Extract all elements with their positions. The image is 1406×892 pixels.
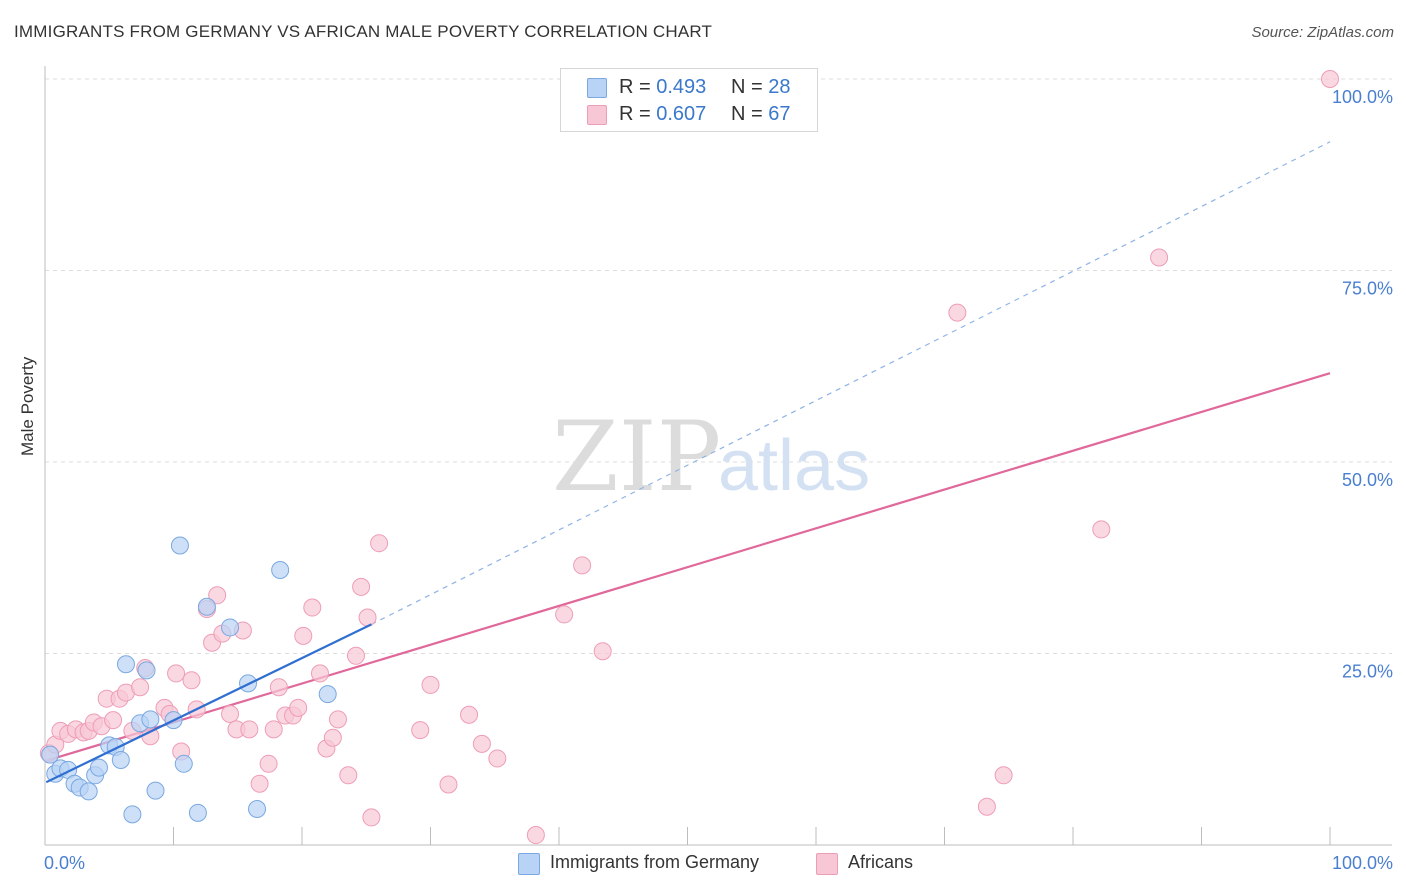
legend-r-value: 0.493 (656, 76, 707, 98)
africans-point[interactable] (1092, 520, 1111, 539)
africans-point[interactable] (289, 698, 308, 717)
africans-point[interactable] (323, 728, 342, 747)
watermark-zip: ZIP (552, 401, 721, 513)
y-tick-label: 25.0% (1342, 662, 1393, 682)
germany-point[interactable] (123, 805, 142, 824)
africans-point[interactable] (460, 705, 479, 724)
legend-n-label: N = (731, 76, 763, 98)
africans-point[interactable] (411, 721, 430, 740)
africans-trend-line (45, 372, 1331, 762)
germany-point[interactable] (188, 803, 207, 822)
germany-point[interactable] (137, 661, 156, 680)
legend-r-value: 0.607 (656, 103, 707, 125)
germany-point[interactable] (146, 781, 165, 800)
bottom-legend-swatch-pink (816, 853, 838, 875)
trend-layer (45, 141, 1331, 762)
germany-point[interactable] (89, 758, 108, 777)
africans-point[interactable] (328, 710, 347, 729)
y-tick-label: 100.0% (1332, 87, 1393, 107)
bottom-legend-label: Immigrants from Germany (550, 852, 760, 872)
bottom-legend-label: Africans (848, 852, 914, 872)
bottom-legend-swatch-blue (518, 853, 540, 875)
legend: R = 0.493 N = 28 R = 0.607 N = 67 (560, 68, 818, 132)
legend-n-value: 28 (768, 76, 791, 98)
legend-swatch-pink (587, 105, 607, 125)
germany-trend-extension (371, 141, 1331, 625)
watermark: ZIP atlas (552, 401, 870, 513)
germany-point[interactable] (197, 597, 216, 616)
points-layer (39, 70, 1339, 845)
africans-point[interactable] (221, 705, 240, 724)
africans-point[interactable] (472, 734, 491, 753)
africans-point[interactable] (370, 534, 389, 553)
legend-r-label: R = (619, 103, 651, 125)
africans-point[interactable] (131, 678, 150, 697)
africans-point[interactable] (346, 646, 365, 665)
watermark-atlas: atlas (718, 426, 870, 506)
legend-n-label: N = (731, 103, 763, 125)
africans-point[interactable] (555, 605, 574, 624)
grid-layer (45, 78, 1392, 654)
africans-point[interactable] (1321, 70, 1339, 88)
africans-point[interactable] (948, 303, 967, 322)
africans-point[interactable] (264, 720, 283, 739)
africans-point[interactable] (339, 766, 358, 785)
africans-point[interactable] (358, 608, 377, 627)
germany-point[interactable] (41, 745, 60, 764)
ticklabel-layer: 25.0% 50.0% 75.0% 100.0% 0.0% 100.0% (44, 87, 1393, 873)
legend-n-value: 67 (768, 103, 791, 125)
germany-trend-line (45, 623, 372, 784)
germany-point[interactable] (111, 750, 130, 769)
africans-point[interactable] (310, 664, 329, 683)
africans-point[interactable] (303, 598, 322, 617)
germany-point[interactable] (174, 754, 193, 773)
y-axis-label: Male Poverty (18, 356, 37, 456)
africans-point[interactable] (421, 675, 440, 694)
africans-point[interactable] (362, 808, 381, 827)
africans-point[interactable] (294, 626, 313, 645)
africans-point[interactable] (208, 586, 227, 605)
germany-point[interactable] (170, 536, 189, 555)
africans-point[interactable] (250, 774, 269, 793)
africans-point[interactable] (994, 766, 1013, 785)
x-tick-label: 100.0% (1332, 853, 1393, 873)
africans-point[interactable] (593, 642, 612, 661)
africans-point[interactable] (352, 577, 371, 596)
africans-point[interactable] (439, 775, 458, 794)
africans-point[interactable] (240, 720, 259, 739)
africans-point[interactable] (488, 749, 507, 768)
germany-point[interactable] (116, 655, 135, 674)
germany-point[interactable] (79, 782, 98, 801)
y-tick-label: 50.0% (1342, 470, 1393, 490)
africans-point[interactable] (167, 664, 186, 683)
africans-point[interactable] (526, 826, 545, 845)
africans-point[interactable] (182, 671, 201, 690)
germany-point[interactable] (141, 710, 160, 729)
chart-title: IMMIGRANTS FROM GERMANY VS AFRICAN MALE … (14, 22, 713, 41)
germany-point[interactable] (271, 561, 290, 580)
africans-point[interactable] (269, 678, 288, 697)
africans-point[interactable] (259, 754, 278, 773)
africans-point[interactable] (977, 797, 996, 816)
germany-point[interactable] (221, 618, 240, 637)
germany-point[interactable] (248, 799, 267, 818)
africans-point[interactable] (104, 711, 123, 730)
x-tick-label: 0.0% (44, 853, 85, 873)
source-label: Source: ZipAtlas.com (1251, 24, 1394, 41)
legend-r-label: R = (619, 76, 651, 98)
africans-point[interactable] (573, 556, 592, 575)
africans-point[interactable] (1150, 248, 1169, 267)
germany-point[interactable] (318, 685, 337, 704)
legend-swatch-blue (587, 78, 607, 98)
axes-layer (44, 66, 1392, 846)
y-tick-label: 75.0% (1342, 279, 1393, 299)
